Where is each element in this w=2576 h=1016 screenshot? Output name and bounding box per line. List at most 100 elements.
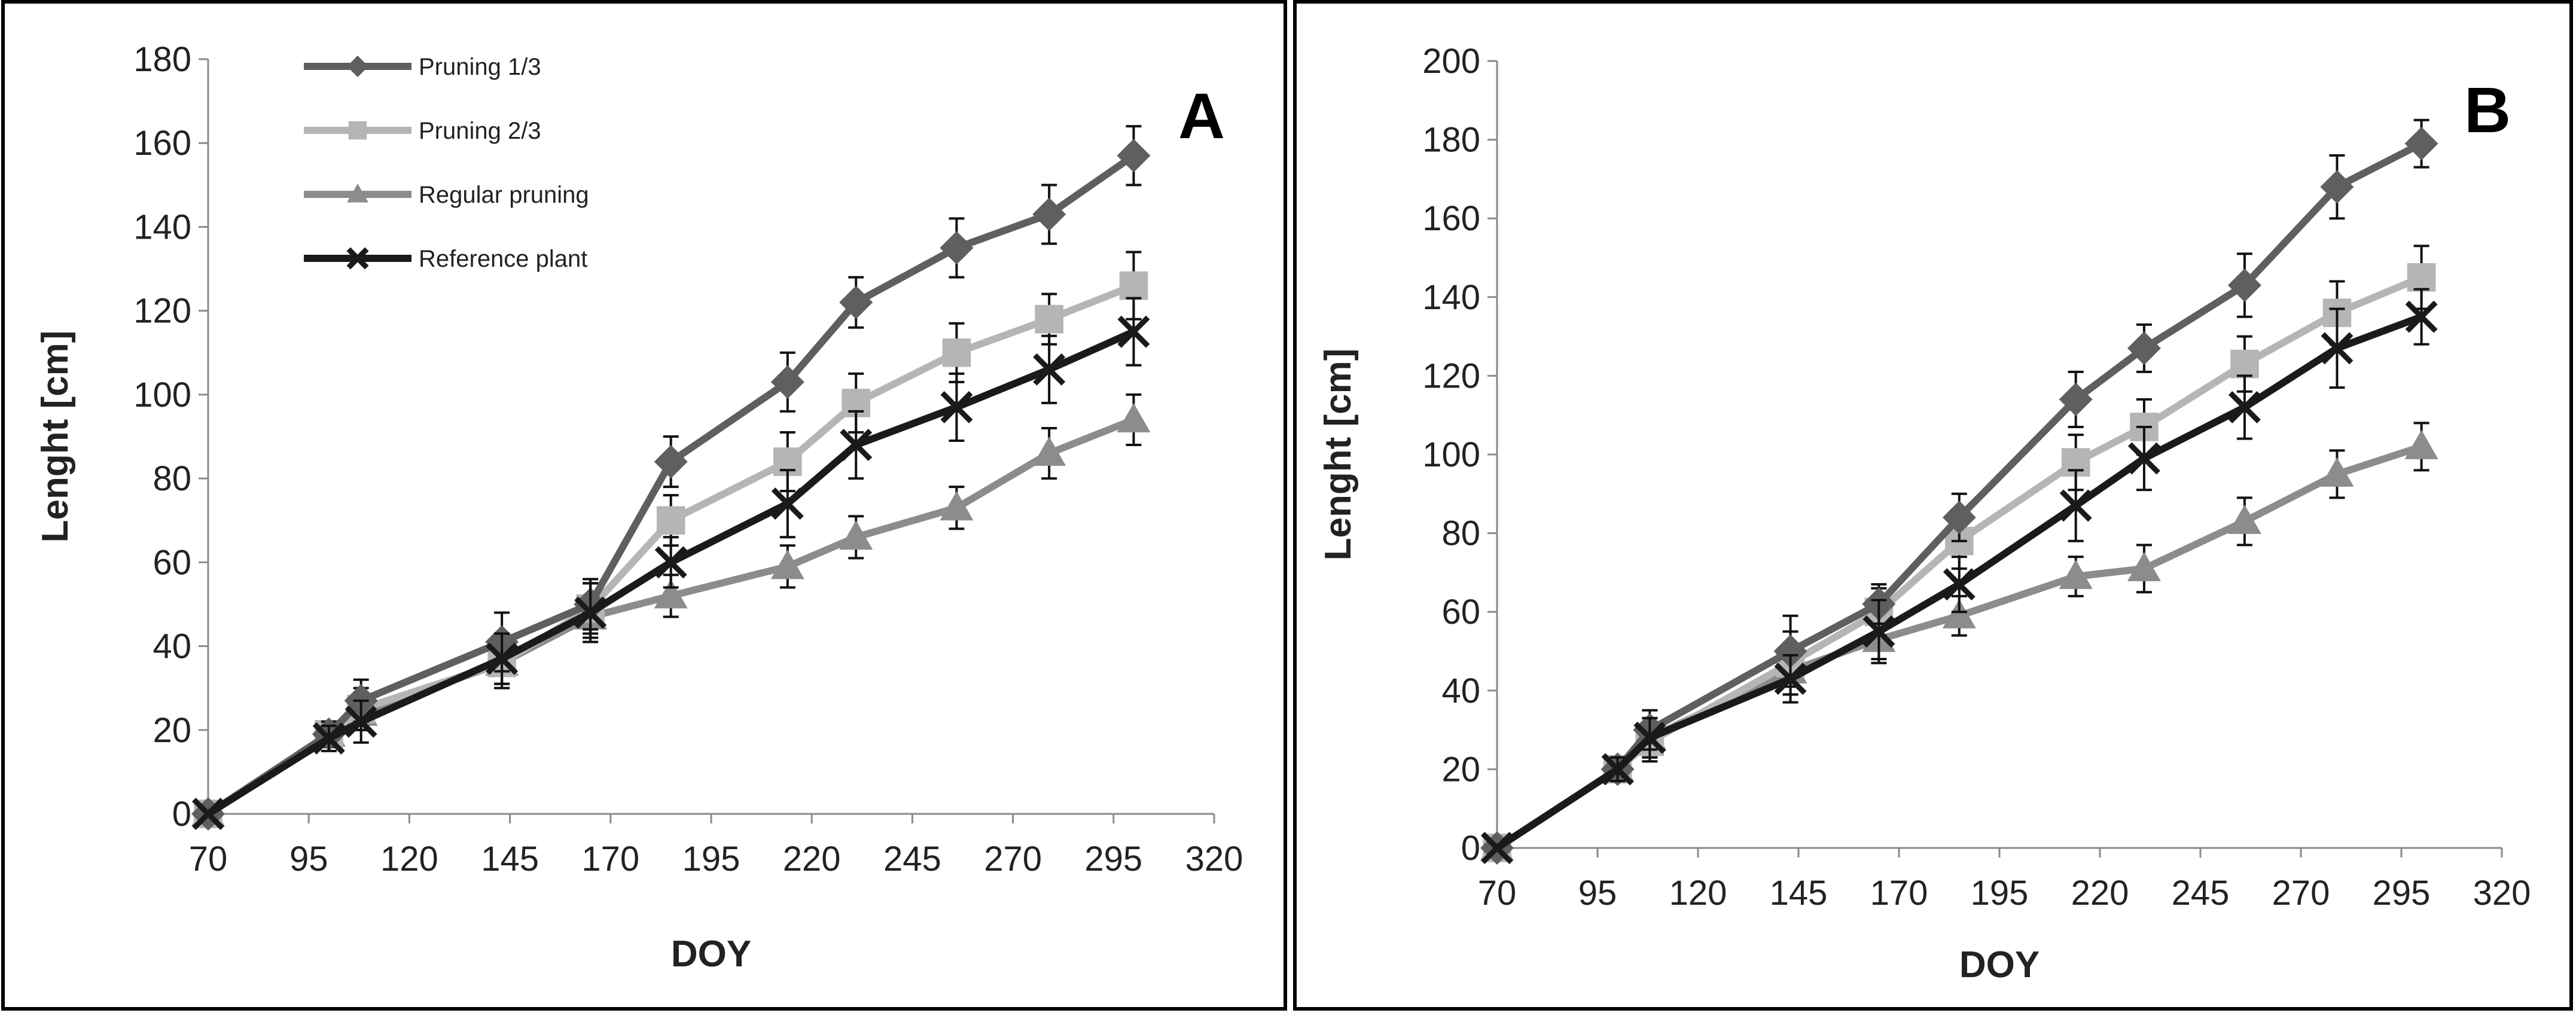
- data-point: [1943, 568, 1976, 601]
- x-tick-label: 270: [2272, 874, 2330, 913]
- data-point: [2059, 489, 2092, 522]
- x-tick-label: 220: [2071, 874, 2129, 913]
- x-tick-label: 145: [1770, 874, 1828, 913]
- series-reference-plant: [1481, 288, 2438, 864]
- y-tick-label: 20: [1441, 750, 1480, 789]
- y-tick-label: 20: [153, 711, 191, 750]
- data-point: [2227, 269, 2261, 303]
- data-point: [1942, 501, 1976, 535]
- data-point: [1032, 437, 1066, 466]
- chart-panel-a: 0 20 40 60 80 100 120 140 160 180 70 95 120 145 170 195…: [1, 0, 1287, 1011]
- x-tick-label: 120: [380, 840, 438, 878]
- data-point: [486, 642, 519, 675]
- x-tick-label: 195: [1971, 874, 2029, 913]
- y-tick-label: 160: [1422, 199, 1480, 238]
- legend-marker: [347, 56, 368, 77]
- y-tick-label: 60: [1441, 593, 1480, 631]
- y-tick-label: 60: [153, 543, 191, 582]
- y-tick-label: 180: [133, 40, 191, 79]
- data-point: [654, 445, 688, 479]
- x-tick-label: 245: [2172, 874, 2230, 913]
- y-axis-title: Lenght [cm]: [1318, 349, 1359, 561]
- data-point: [2321, 332, 2354, 365]
- legend-marker: [348, 121, 367, 140]
- legend-item: Pruning 2/3: [304, 118, 541, 144]
- x-tick-label: 220: [783, 840, 841, 878]
- y-tick-label: 0: [1461, 829, 1480, 868]
- legend-label: Regular pruning: [419, 182, 589, 208]
- legend-item: Regular pruning: [304, 182, 589, 208]
- data-point: [2127, 331, 2161, 365]
- data-point: [839, 285, 873, 319]
- y-tick-label: 200: [1422, 42, 1480, 81]
- legend-label: Reference plant: [419, 246, 587, 272]
- data-point: [1117, 402, 1151, 432]
- data-point: [2227, 504, 2261, 534]
- series-regular-pruning: [1480, 422, 2438, 861]
- y-tick-label: 40: [1441, 672, 1480, 710]
- x-axis-title: DOY: [1959, 944, 2040, 986]
- y-tick-label: 0: [172, 795, 191, 834]
- legend-marker: [347, 184, 368, 203]
- data-point: [940, 491, 974, 521]
- y-tick-label: 140: [1422, 278, 1480, 317]
- data-point: [2059, 559, 2093, 589]
- x-tick-label: 295: [2373, 874, 2431, 913]
- x-tick-label: 70: [1478, 874, 1517, 913]
- series-reference-plant: [192, 297, 1150, 830]
- legend-label: Pruning 1/3: [419, 54, 541, 80]
- x-tick-label: 295: [1084, 840, 1142, 878]
- data-point: [2127, 442, 2160, 475]
- x-tick-label: 320: [1185, 840, 1243, 878]
- data-point: [656, 506, 685, 535]
- data-point: [2059, 382, 2093, 416]
- data-point: [1773, 634, 1807, 668]
- x-tick-label: 95: [1578, 874, 1617, 913]
- data-point: [1601, 753, 1634, 786]
- legend-item: Pruning 1/3: [304, 54, 541, 80]
- data-point: [2320, 457, 2354, 487]
- data-point: [1117, 315, 1150, 348]
- data-point: [771, 487, 804, 520]
- x-tick-label: 195: [682, 840, 740, 878]
- x-tick-label: 170: [1870, 874, 1928, 913]
- data-point: [312, 722, 345, 755]
- data-point: [839, 520, 873, 550]
- data-point: [654, 579, 688, 609]
- panel-label: A: [1178, 80, 1225, 152]
- x-tick-label: 320: [2473, 874, 2531, 913]
- panel-label: B: [2464, 74, 2511, 146]
- x-tick-label: 270: [984, 840, 1042, 878]
- data-point: [1633, 721, 1666, 754]
- x-tick-label: 120: [1669, 874, 1727, 913]
- data-point: [192, 798, 224, 830]
- y-tick-label: 120: [133, 292, 191, 331]
- legend-marker: [346, 247, 369, 270]
- data-point: [1117, 139, 1151, 173]
- data-point: [1774, 663, 1807, 695]
- data-point: [1119, 271, 1148, 300]
- chart-b: 0 20 40 60 80 100 120 140 160 180 200 70 95 120 145 170…: [1318, 42, 2531, 986]
- data-point: [940, 231, 974, 265]
- legend-label: Pruning 2/3: [419, 118, 541, 144]
- data-point: [1032, 197, 1066, 231]
- y-tick-label: 40: [153, 627, 191, 666]
- data-point: [1035, 304, 1063, 334]
- data-point: [2230, 349, 2259, 379]
- x-axis-title: DOY: [671, 933, 751, 975]
- data-point: [2404, 429, 2438, 459]
- data-point: [1862, 615, 1895, 648]
- data-point: [840, 429, 873, 462]
- data-point: [2405, 300, 2438, 333]
- y-axis-title: Lenght [cm]: [35, 331, 76, 543]
- data-point: [2320, 170, 2354, 204]
- x-tick-label: 170: [581, 840, 639, 878]
- legend: Pruning 1/3 Pruning 2/3 Regular pruning Ref…: [304, 54, 589, 272]
- x-tick-label: 70: [189, 840, 228, 878]
- data-point: [940, 390, 973, 423]
- data-point: [1481, 832, 1513, 864]
- chart-panel-b: 0 20 40 60 80 100 120 140 160 180 200 70 95 120 145 170…: [1293, 0, 2573, 1011]
- data-point: [345, 705, 377, 738]
- legend-item: Reference plant: [304, 246, 587, 272]
- chart-a: 0 20 40 60 80 100 120 140 160 180 70 95 120 145 170 195…: [35, 40, 1243, 975]
